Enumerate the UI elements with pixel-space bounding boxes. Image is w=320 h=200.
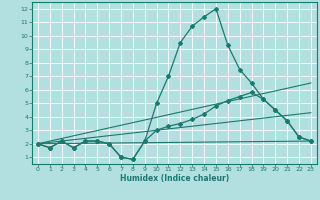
X-axis label: Humidex (Indice chaleur): Humidex (Indice chaleur) <box>120 174 229 183</box>
